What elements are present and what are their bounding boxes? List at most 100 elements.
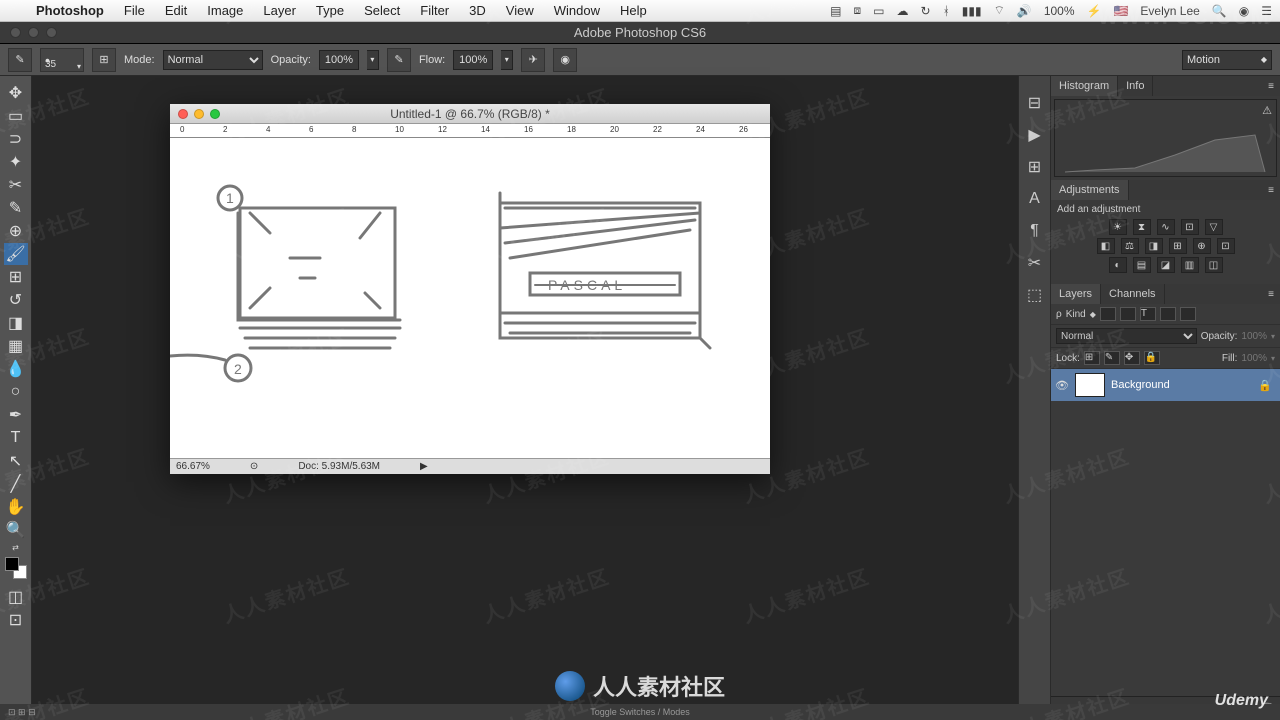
lock-pixel-icon[interactable]: ✎ bbox=[1104, 351, 1120, 365]
info-tab[interactable]: Info bbox=[1118, 76, 1153, 96]
dropbox-icon[interactable]: ⧈ bbox=[854, 3, 862, 18]
wand-tool[interactable]: ✦ bbox=[4, 151, 28, 173]
adj-curves-icon[interactable]: ∿ bbox=[1157, 219, 1175, 235]
close-button[interactable] bbox=[10, 27, 21, 38]
bluetooth-icon[interactable]: ᚼ bbox=[943, 4, 950, 18]
panel-menu-icon[interactable]: ≡ bbox=[1268, 185, 1280, 196]
zoom-level[interactable]: 66.67% bbox=[176, 461, 210, 472]
pressure-size-icon[interactable]: ◉ bbox=[553, 48, 577, 72]
hand-tool[interactable]: ✋ bbox=[4, 496, 28, 518]
adj-levels-icon[interactable]: ⧗ bbox=[1133, 219, 1151, 235]
menu-select[interactable]: Select bbox=[354, 3, 410, 18]
lasso-tool[interactable]: ⊃ bbox=[4, 128, 28, 150]
move-tool[interactable]: ✥ bbox=[4, 82, 28, 104]
brush-panel-icon[interactable]: ⊞ bbox=[92, 48, 116, 72]
cloud-icon[interactable]: ☁ bbox=[897, 4, 909, 18]
adj-photo-icon[interactable]: ⊞ bbox=[1169, 238, 1187, 254]
dock-scissors-icon[interactable]: ✂ bbox=[1025, 254, 1045, 272]
line-tool[interactable]: ╱ bbox=[4, 473, 28, 495]
menu-layer[interactable]: Layer bbox=[253, 3, 306, 18]
mode-select[interactable]: Normal bbox=[163, 50, 263, 70]
blend-mode-select[interactable]: Normal bbox=[1056, 328, 1197, 344]
blur-tool[interactable]: 💧 bbox=[4, 358, 28, 380]
adj-bw-icon[interactable]: ◨ bbox=[1145, 238, 1163, 254]
adj-vibrance-icon[interactable]: ▽ bbox=[1205, 219, 1223, 235]
adj-hue-icon[interactable]: ◧ bbox=[1097, 238, 1115, 254]
lock-trans-icon[interactable]: ⊞ bbox=[1084, 351, 1100, 365]
adj-mixer-icon[interactable]: ⊕ bbox=[1193, 238, 1211, 254]
pen-tool[interactable]: ✒ bbox=[4, 404, 28, 426]
flow-value[interactable]: 100% bbox=[453, 50, 493, 70]
panel-menu-icon[interactable]: ≡ bbox=[1268, 289, 1280, 300]
layer-row[interactable]: 👁 Background 🔒 bbox=[1051, 369, 1280, 401]
layer-opacity-value[interactable]: 100% bbox=[1241, 331, 1267, 342]
volume-icon[interactable]: 🔊 bbox=[1017, 4, 1032, 18]
adj-brightness-icon[interactable]: ☀ bbox=[1109, 219, 1127, 235]
menu-3d[interactable]: 3D bbox=[459, 3, 496, 18]
adj-poster-icon[interactable]: ▤ bbox=[1133, 257, 1151, 273]
minimize-button[interactable] bbox=[28, 27, 39, 38]
display-icon[interactable]: ▭ bbox=[873, 4, 884, 18]
dock-history-icon[interactable]: ⊟ bbox=[1025, 94, 1045, 112]
filter-smart-icon[interactable] bbox=[1180, 307, 1196, 321]
zoom-tool[interactable]: 🔍 bbox=[4, 519, 28, 541]
swap-colors[interactable]: ⇄ bbox=[4, 542, 28, 552]
menu-window[interactable]: Window bbox=[544, 3, 610, 18]
adj-exposure-icon[interactable]: ⊡ bbox=[1181, 219, 1199, 235]
menu-edit[interactable]: Edit bbox=[155, 3, 197, 18]
stamp-tool[interactable]: ⊞ bbox=[4, 266, 28, 288]
menu-help[interactable]: Help bbox=[610, 3, 657, 18]
dodge-tool[interactable]: ○ bbox=[4, 381, 28, 403]
dock-paragraph-icon[interactable]: ¶ bbox=[1025, 222, 1045, 240]
dock-actions-icon[interactable]: ▶ bbox=[1025, 126, 1045, 144]
opacity-drop[interactable]: ▾ bbox=[367, 50, 379, 70]
quickmask-icon[interactable]: ◫ bbox=[4, 586, 28, 608]
zoom-button[interactable] bbox=[46, 27, 57, 38]
path-tool[interactable]: ↖ bbox=[4, 450, 28, 472]
foreground-color[interactable] bbox=[5, 557, 19, 571]
layer-thumbnail[interactable] bbox=[1075, 373, 1105, 397]
tool-preset-icon[interactable]: ✎ bbox=[8, 48, 32, 72]
dock-3d-icon[interactable]: ⬚ bbox=[1025, 286, 1045, 304]
layers-tab[interactable]: Layers bbox=[1051, 284, 1101, 304]
color-swatches[interactable] bbox=[5, 557, 27, 579]
panel-menu-icon[interactable]: ≡ bbox=[1268, 81, 1280, 92]
gradient-tool[interactable]: ▦ bbox=[4, 335, 28, 357]
filter-shape-icon[interactable] bbox=[1160, 307, 1176, 321]
menu-file[interactable]: File bbox=[114, 3, 155, 18]
adj-threshold-icon[interactable]: ◪ bbox=[1157, 257, 1175, 273]
fill-value[interactable]: 100% bbox=[1241, 353, 1267, 364]
battery-icon[interactable]: ▮▮▮ bbox=[962, 4, 982, 18]
filter-pixel-icon[interactable] bbox=[1100, 307, 1116, 321]
type-tool[interactable]: T bbox=[4, 427, 28, 449]
dock-character-icon[interactable]: A bbox=[1025, 190, 1045, 208]
histogram-warning-icon[interactable]: ⚠ bbox=[1262, 104, 1272, 117]
app-menu[interactable]: Photoshop bbox=[26, 3, 114, 18]
adj-balance-icon[interactable]: ⚖ bbox=[1121, 238, 1139, 254]
filter-adjust-icon[interactable] bbox=[1120, 307, 1136, 321]
popup-arrow-icon[interactable]: ▶ bbox=[420, 461, 428, 472]
airbrush-icon[interactable]: ✈ bbox=[521, 48, 545, 72]
workspace-select[interactable]: Motion bbox=[1182, 50, 1272, 70]
mb-icon[interactable]: ⊡ ⊞ ⊟ bbox=[0, 707, 36, 718]
crop-tool[interactable]: ✂ bbox=[4, 174, 28, 196]
eraser-tool[interactable]: ◨ bbox=[4, 312, 28, 334]
visibility-icon[interactable]: 👁 bbox=[1055, 379, 1069, 392]
brush-preview[interactable]: • 35 bbox=[40, 48, 84, 72]
adj-invert-icon[interactable]: ◐ bbox=[1109, 257, 1127, 273]
canvas[interactable]: 1 2 PASCAL bbox=[170, 138, 770, 458]
menu-view[interactable]: View bbox=[496, 3, 544, 18]
lock-all-icon[interactable]: 🔒 bbox=[1144, 351, 1160, 365]
menu-image[interactable]: Image bbox=[197, 3, 253, 18]
brush-tool[interactable]: 🖌 bbox=[4, 243, 28, 265]
layer-name[interactable]: Background bbox=[1111, 379, 1170, 391]
channels-tab[interactable]: Channels bbox=[1101, 284, 1164, 304]
wifi-icon[interactable]: ⌔ bbox=[994, 3, 1005, 18]
lock-pos-icon[interactable]: ✥ bbox=[1124, 351, 1140, 365]
marquee-tool[interactable]: ▭ bbox=[4, 105, 28, 127]
history-brush-tool[interactable]: ↺ bbox=[4, 289, 28, 311]
adjustments-tab[interactable]: Adjustments bbox=[1051, 180, 1129, 200]
menu-type[interactable]: Type bbox=[306, 3, 354, 18]
adj-lookup-icon[interactable]: ⊡ bbox=[1217, 238, 1235, 254]
histogram-tab[interactable]: Histogram bbox=[1051, 76, 1118, 96]
